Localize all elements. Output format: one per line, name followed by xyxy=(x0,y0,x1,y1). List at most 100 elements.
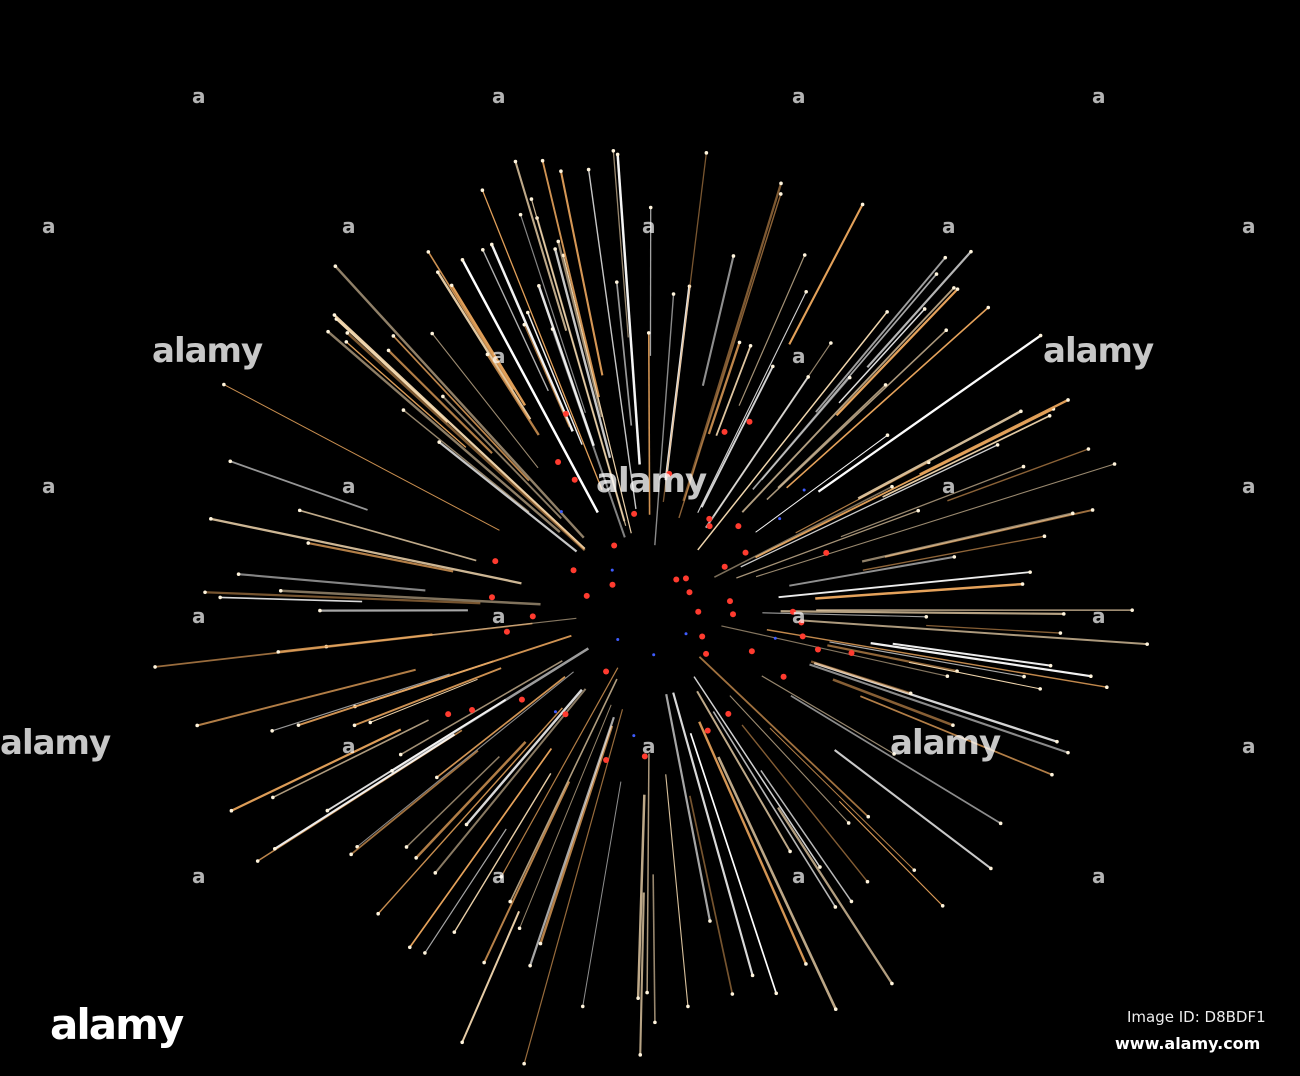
spark-streak xyxy=(529,716,615,966)
colored-spark xyxy=(699,633,706,640)
spark-streak xyxy=(559,170,604,376)
spark-streak xyxy=(647,332,651,515)
spark-streak xyxy=(810,660,912,695)
spark-streak xyxy=(557,241,604,418)
colored-spark xyxy=(802,488,806,492)
colored-spark xyxy=(682,575,689,582)
spark-streak xyxy=(766,629,1107,688)
streak-tip xyxy=(1058,631,1063,635)
spark-streak xyxy=(717,756,837,1010)
spark-streak xyxy=(788,203,864,345)
streak-tip xyxy=(849,899,854,904)
spark-streak xyxy=(835,288,959,417)
streak-tip xyxy=(748,343,753,348)
streak-tip xyxy=(485,352,490,357)
streak-tip xyxy=(518,212,523,217)
streak-tip xyxy=(890,484,894,489)
streak-tip xyxy=(222,382,226,387)
streak-tip xyxy=(435,775,439,780)
streak-tip xyxy=(228,459,233,464)
streak-tip xyxy=(951,723,955,727)
spark-streak xyxy=(346,332,586,552)
spark-streak xyxy=(693,676,821,868)
streak-tip xyxy=(952,555,957,559)
colored-spark xyxy=(703,650,710,657)
colored-spark xyxy=(559,510,563,514)
watermark-mark: a xyxy=(792,84,806,108)
spark-streak xyxy=(409,747,553,948)
spark-streak xyxy=(541,160,601,398)
colored-spark xyxy=(814,646,821,653)
spark-streak xyxy=(838,800,944,907)
watermark-mark: a xyxy=(792,864,806,888)
streak-tip xyxy=(986,305,991,310)
streak-tip xyxy=(653,1020,657,1025)
spark-streak xyxy=(636,794,646,999)
streak-tip xyxy=(1061,612,1066,616)
colored-spark xyxy=(726,598,733,605)
streak-tip xyxy=(779,181,783,186)
streak-tip xyxy=(272,846,277,851)
streak-tip xyxy=(460,1040,464,1045)
colored-spark xyxy=(583,592,590,599)
colored-spark xyxy=(742,549,749,556)
colored-spark xyxy=(778,517,782,521)
colored-spark xyxy=(686,589,693,596)
spark-streak xyxy=(520,214,587,413)
streak-tip xyxy=(1070,511,1075,516)
streak-tip xyxy=(489,242,494,247)
spark-streak xyxy=(654,293,675,546)
streak-tip xyxy=(522,322,527,327)
spark-streak xyxy=(299,509,477,562)
spark-streak xyxy=(760,769,853,902)
spark-streak xyxy=(700,365,774,508)
colored-spark xyxy=(730,611,737,618)
streak-tip xyxy=(1038,687,1042,691)
streak-tip xyxy=(209,517,213,521)
spark-streak xyxy=(392,335,530,482)
alamy-logo: alamy xyxy=(50,1000,184,1049)
spark-streak xyxy=(815,257,946,413)
spark-streak xyxy=(616,154,641,465)
streak-tip xyxy=(645,990,649,995)
spark-streak xyxy=(832,678,954,727)
streak-tip xyxy=(586,167,591,172)
streak-tip xyxy=(436,270,440,274)
spark-streak xyxy=(662,152,708,503)
spark-streak xyxy=(840,465,1024,538)
streak-tip xyxy=(437,440,442,444)
streak-tip xyxy=(376,911,380,916)
spark-streak xyxy=(766,329,947,501)
colored-spark xyxy=(616,637,620,641)
streak-tip xyxy=(1047,413,1052,418)
watermark-mark: a xyxy=(192,604,206,628)
spark-streak xyxy=(587,169,637,510)
spark-streak xyxy=(947,448,1089,502)
streak-tip xyxy=(401,408,406,412)
watermark-mark: a xyxy=(192,84,206,108)
spark-streak xyxy=(712,711,837,908)
streak-tip xyxy=(943,255,948,260)
streak-tip xyxy=(1055,739,1059,744)
spark-streak xyxy=(705,376,810,529)
spark-streak xyxy=(926,624,1061,634)
streak-tip xyxy=(885,310,889,314)
colored-spark xyxy=(780,673,787,680)
spark-streak xyxy=(729,695,850,824)
spark-streak xyxy=(424,828,507,954)
streak-tip xyxy=(804,962,808,966)
colored-spark xyxy=(721,428,728,435)
spark-streak xyxy=(741,287,955,513)
streak-tip xyxy=(537,284,541,288)
colored-spark xyxy=(706,515,713,522)
streak-tip xyxy=(916,508,921,513)
streak-tip xyxy=(969,249,973,254)
colored-spark xyxy=(748,648,755,655)
streak-tip xyxy=(998,821,1003,826)
streak-tip xyxy=(1066,750,1070,755)
colored-spark xyxy=(684,632,688,636)
streak-tip xyxy=(538,941,543,946)
spark-streak xyxy=(678,193,782,519)
watermark-mark: a xyxy=(42,474,56,498)
streak-tip xyxy=(344,340,349,344)
